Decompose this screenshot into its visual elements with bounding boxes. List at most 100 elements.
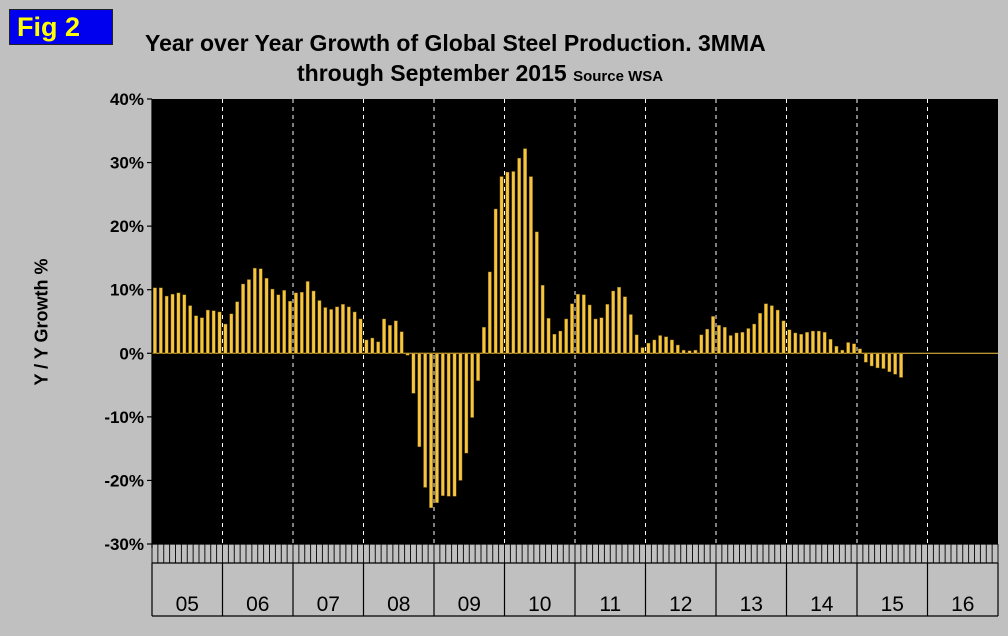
bar xyxy=(746,328,751,354)
bar xyxy=(775,309,780,354)
bar xyxy=(822,332,827,354)
bar xyxy=(540,285,545,354)
bar xyxy=(311,290,316,354)
bar xyxy=(893,353,898,375)
bar xyxy=(358,318,363,354)
bar xyxy=(576,293,580,354)
bar xyxy=(834,346,839,354)
y-tick-label: -10% xyxy=(104,408,144,427)
bar xyxy=(863,353,868,363)
bar xyxy=(699,334,704,354)
bar xyxy=(534,231,539,354)
bar xyxy=(828,339,833,354)
bar xyxy=(593,318,598,354)
bar xyxy=(529,176,533,354)
bar xyxy=(646,342,651,354)
bar xyxy=(781,320,786,354)
bar xyxy=(229,313,234,354)
bar xyxy=(816,330,821,354)
bar xyxy=(493,208,498,354)
bar xyxy=(564,318,569,354)
bar xyxy=(793,332,798,354)
bar xyxy=(611,290,616,354)
bar xyxy=(482,327,486,354)
bar xyxy=(581,294,586,354)
year-label: 05 xyxy=(176,593,199,616)
bar xyxy=(288,300,292,354)
bar xyxy=(558,330,563,354)
bar xyxy=(570,303,574,354)
bar xyxy=(499,176,504,354)
bar xyxy=(252,267,257,354)
y-tick-label: 20% xyxy=(110,217,144,236)
bar xyxy=(546,318,551,354)
bar xyxy=(399,331,404,354)
bar xyxy=(405,353,410,356)
bar xyxy=(247,279,251,354)
bar xyxy=(769,305,774,354)
grid-lines xyxy=(152,99,998,544)
bar xyxy=(452,353,457,497)
bar xyxy=(858,348,862,354)
bar xyxy=(200,317,204,354)
bar xyxy=(628,314,633,354)
bar xyxy=(617,286,621,354)
year-label: 12 xyxy=(669,593,692,616)
bar xyxy=(605,304,610,354)
bar xyxy=(258,268,263,354)
bar xyxy=(764,303,768,354)
bar xyxy=(170,293,175,354)
bar xyxy=(687,350,692,354)
bar xyxy=(217,311,222,354)
bar xyxy=(446,353,451,497)
bar xyxy=(435,353,439,503)
bar xyxy=(411,353,416,394)
bar xyxy=(587,304,592,354)
y-tick-label: 30% xyxy=(110,154,144,173)
year-label: 10 xyxy=(528,593,551,616)
bar xyxy=(393,320,398,354)
bar xyxy=(693,349,698,354)
bar xyxy=(282,290,287,354)
bar xyxy=(717,325,721,354)
bar xyxy=(623,296,627,354)
bar xyxy=(188,305,193,354)
bar xyxy=(728,335,733,354)
y-tick-label: -30% xyxy=(104,535,144,554)
bar xyxy=(264,278,269,354)
bar xyxy=(153,287,157,354)
y-tick-label: -20% xyxy=(104,471,144,490)
bar xyxy=(388,325,392,354)
year-label: 09 xyxy=(458,593,481,616)
bar xyxy=(487,271,492,354)
bar xyxy=(722,327,727,354)
bar xyxy=(470,353,475,418)
bar xyxy=(811,330,815,354)
y-tick-label: 0% xyxy=(119,344,144,363)
y-tick-label: 40% xyxy=(110,90,144,109)
chart-title-line1: Year over Year Growth of Global Steel Pr… xyxy=(145,30,766,56)
bar xyxy=(376,341,381,354)
bar xyxy=(317,300,322,354)
bar xyxy=(664,336,668,354)
bar xyxy=(164,295,169,354)
year-label: 16 xyxy=(951,593,974,616)
year-label: 11 xyxy=(599,593,621,616)
bar xyxy=(787,329,792,354)
bar xyxy=(276,294,281,354)
bar xyxy=(364,339,369,354)
bar xyxy=(511,171,516,354)
bar xyxy=(640,347,645,354)
bar xyxy=(705,328,710,354)
bar xyxy=(675,344,680,354)
bar xyxy=(294,292,298,354)
bar xyxy=(194,315,198,354)
bar xyxy=(176,292,181,354)
bar xyxy=(323,307,328,354)
bar xyxy=(852,343,856,354)
bar xyxy=(270,288,275,354)
year-label: 14 xyxy=(810,593,834,616)
chart-title-line2-text: through September 2015 xyxy=(297,60,567,86)
bar xyxy=(335,306,339,354)
y-axis-ticks: -30% -20% -10% 0% 10% 20% 30% 40% xyxy=(104,90,153,554)
